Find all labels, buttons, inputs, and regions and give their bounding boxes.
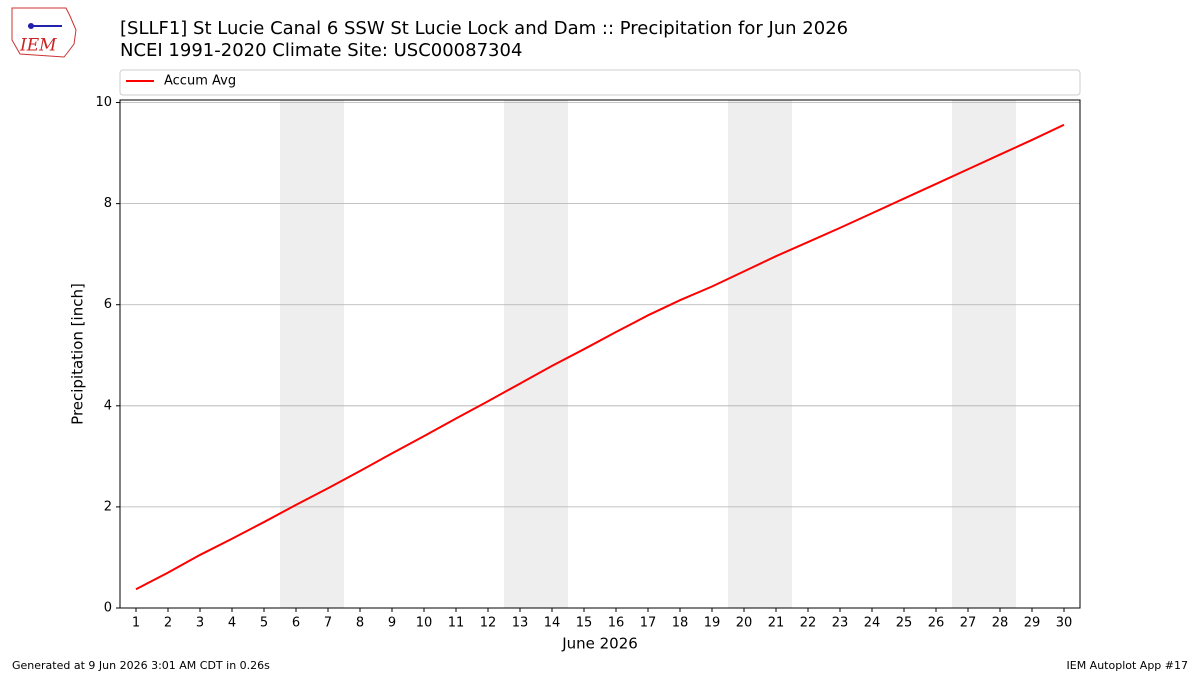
x-axis-label: June 2026: [561, 635, 638, 653]
footer-left: Generated at 9 Jun 2026 3:01 AM CDT in 0…: [12, 659, 270, 672]
x-tick-label: 18: [672, 616, 689, 631]
legend-box: [119, 69, 1081, 96]
weekend-shade: [728, 100, 792, 608]
x-tick-label: 20: [736, 616, 753, 631]
x-tick-label: 15: [576, 616, 593, 631]
x-tick-label: 3: [196, 616, 204, 631]
x-tick-label: 21: [768, 616, 785, 631]
x-tick-label: 5: [260, 616, 268, 631]
x-tick-label: 4: [228, 616, 236, 631]
x-tick-label: 24: [864, 616, 881, 631]
logo-text: IEM: [19, 36, 57, 56]
x-tick-label: 16: [608, 616, 625, 631]
x-tick-label: 8: [356, 616, 364, 631]
x-tick-label: 7: [324, 616, 332, 631]
weekend-shade: [504, 100, 568, 608]
y-tick-label: 8: [104, 196, 112, 211]
plot-frame: [119, 99, 1081, 609]
x-tick-label: 29: [1024, 616, 1041, 631]
x-tick-label: 12: [480, 616, 497, 631]
x-tick-label: 23: [832, 616, 849, 631]
y-tick-label: 0: [104, 601, 112, 616]
x-tick-label: 13: [512, 616, 529, 631]
y-tick-label: 6: [104, 297, 112, 312]
chart-subtitle: NCEI 1991-2020 Climate Site: USC00087304: [120, 40, 522, 61]
x-tick-label: 25: [896, 616, 913, 631]
weekend-shade: [952, 100, 1016, 608]
y-tick-label: 10: [95, 95, 112, 110]
x-tick-label: 28: [992, 616, 1009, 631]
logo: IEM: [11, 7, 77, 58]
chart-title: [SLLF1] St Lucie Canal 6 SSW St Lucie Lo…: [120, 18, 848, 39]
x-tick-label: 14: [544, 616, 561, 631]
series-line: [135, 123, 1065, 591]
y-tick-label: 4: [104, 398, 112, 413]
x-tick-label: 6: [292, 616, 300, 631]
x-tick-label: 1: [132, 616, 140, 631]
footer-right: IEM Autoplot App #17: [1067, 659, 1189, 672]
x-tick-label: 2: [164, 616, 172, 631]
y-tick-label: 2: [104, 499, 112, 514]
x-tick-label: 17: [640, 616, 657, 631]
weekend-shade: [280, 100, 344, 608]
x-tick-label: 10: [416, 616, 433, 631]
logo-outline: [11, 7, 77, 58]
legend-label: Accum Avg: [164, 74, 236, 89]
x-tick-label: 30: [1056, 616, 1073, 631]
logo-icon: [28, 23, 34, 29]
x-tick-label: 26: [928, 616, 945, 631]
x-tick-label: 19: [704, 616, 721, 631]
x-tick-label: 11: [448, 616, 465, 631]
x-tick-label: 27: [960, 616, 977, 631]
y-axis-label: Precipitation [inch]: [69, 283, 87, 425]
x-tick-label: 9: [388, 616, 396, 631]
x-tick-label: 22: [800, 616, 817, 631]
